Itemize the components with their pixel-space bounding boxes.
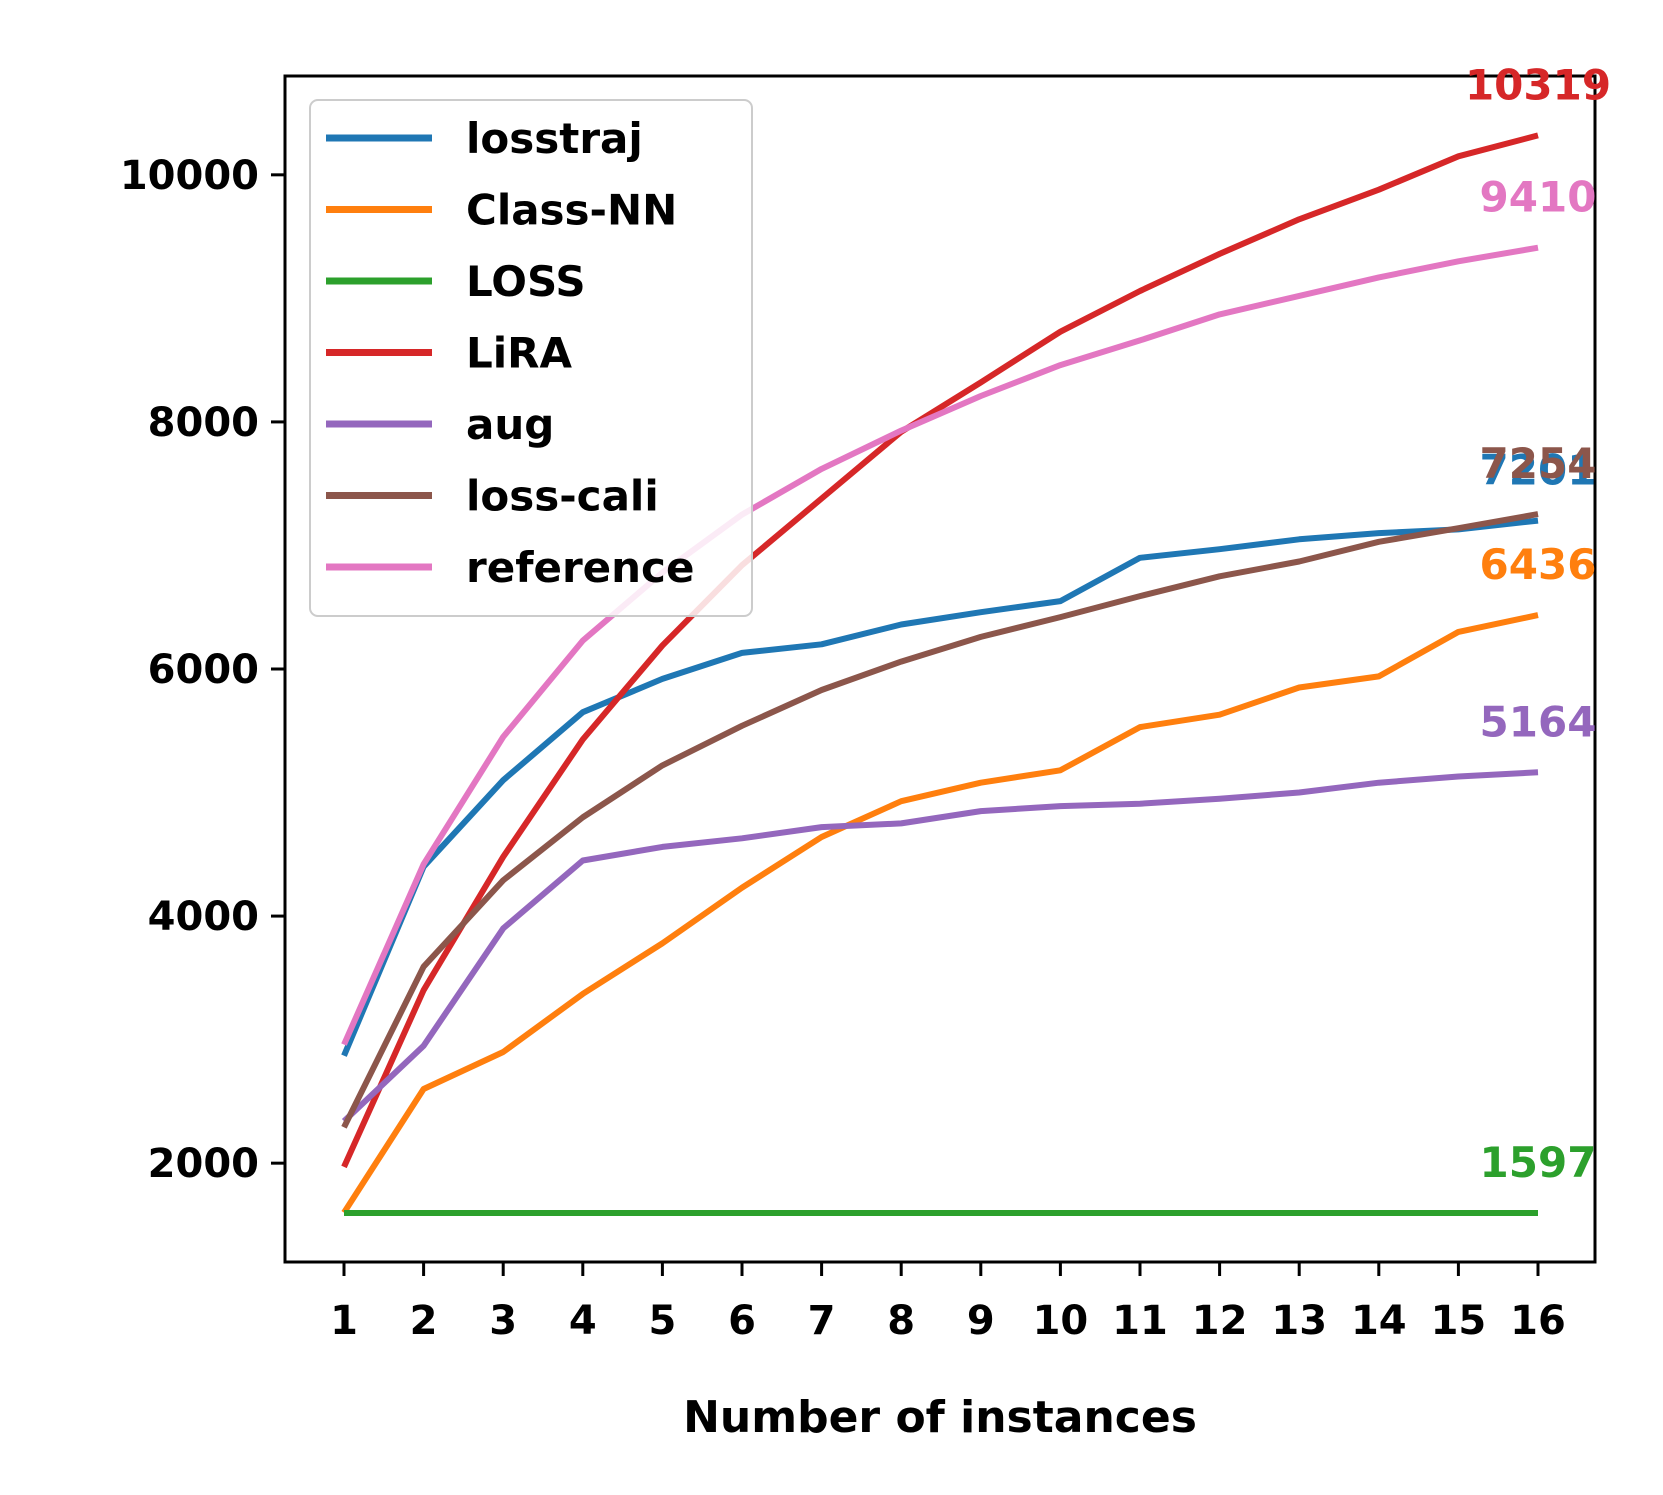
end-labels: 7201 6436 1597 10319 5164 7254 9410 — [1465, 60, 1611, 1187]
x-tick-label: 8 — [887, 1298, 915, 1344]
legend-label-LiRA: LiRA — [466, 329, 573, 378]
series-line-loss-cali — [341, 511, 1539, 1129]
x-tick-label: 5 — [648, 1298, 676, 1344]
x-tick-label: 12 — [1192, 1298, 1248, 1344]
y-tick-label: 2000 — [148, 1141, 259, 1187]
x-tick-label: 13 — [1271, 1298, 1327, 1344]
end-label-losstraj: 7201 — [1480, 446, 1597, 495]
end-label-LOSS: 1597 — [1480, 1138, 1597, 1187]
legend-label-Class-NN: Class-NN — [466, 186, 677, 235]
x-tick-label: 6 — [728, 1298, 756, 1344]
end-label-aug: 5164 — [1480, 697, 1597, 746]
x-tick-label: 7 — [808, 1298, 836, 1344]
x-tick-label: 2 — [410, 1298, 438, 1344]
series-line-LiRA — [341, 132, 1539, 1169]
legend-label-losstraj: losstraj — [466, 114, 643, 163]
legend-box — [309, 99, 753, 617]
legend-label-loss-cali: loss-cali — [466, 472, 659, 521]
x-tick-label: 16 — [1510, 1298, 1566, 1344]
y-tick-label: 6000 — [148, 647, 259, 693]
y-tick-label: 8000 — [148, 400, 259, 446]
x-tick-label: 4 — [569, 1298, 597, 1344]
x-tick-label: 15 — [1431, 1298, 1487, 1344]
x-tick-label: 10 — [1033, 1298, 1089, 1344]
legend-label-reference: reference — [466, 543, 694, 592]
end-label-reference: 9410 — [1480, 173, 1597, 222]
series-lines — [341, 132, 1539, 1216]
y-tick-label: 10000 — [120, 153, 259, 199]
series-line-aug — [341, 769, 1539, 1124]
series-line-Class-NN — [341, 612, 1539, 1215]
axis-ticks: 1 2 3 4 5 6 7 8 9 10 11 12 13 14 15 1620004000600080001… — [120, 153, 1566, 1344]
legend-label-LOSS: LOSS — [466, 257, 586, 306]
end-label-Class-NN: 6436 — [1480, 540, 1597, 589]
x-tick-label: 1 — [330, 1298, 358, 1344]
y-tick-label: 4000 — [148, 894, 259, 940]
legend: losstraj Class-NN LOSS LiRA aug loss-cali refe… — [309, 99, 753, 617]
x-tick-label: 3 — [489, 1298, 517, 1344]
end-label-loss-cali: 7254 — [1480, 439, 1597, 488]
x-tick-label: 9 — [967, 1298, 995, 1344]
x-tick-label: 11 — [1112, 1298, 1168, 1344]
end-label-LiRA: 10319 — [1465, 60, 1611, 109]
legend-label-aug: aug — [466, 400, 554, 449]
series-line-losstraj — [341, 517, 1539, 1057]
x-tick-label: 14 — [1351, 1298, 1407, 1344]
x-axis-label: Number of instances — [683, 1392, 1197, 1443]
series-line-reference — [341, 244, 1539, 1046]
